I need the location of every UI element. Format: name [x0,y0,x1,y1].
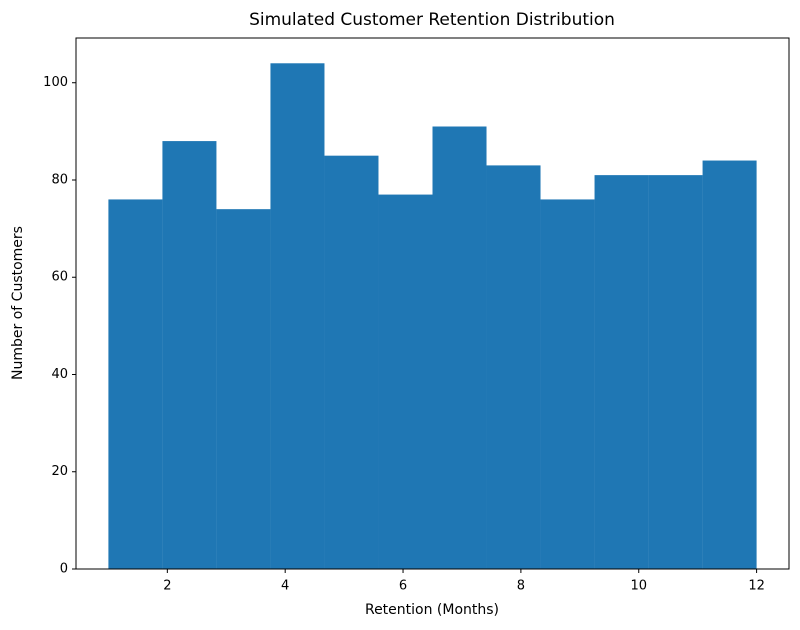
chart-title: Simulated Customer Retention Distributio… [249,10,615,30]
bar [648,175,703,569]
bar [486,165,541,569]
bar [216,209,271,569]
bar [324,155,379,569]
bar [378,194,433,570]
y-tick-label: 40 [51,367,68,382]
y-axis-label: Number of Customers [10,226,26,380]
x-tick-label: 6 [399,579,407,594]
bar [270,63,325,570]
y-tick-label: 60 [51,270,68,285]
bar [108,199,163,569]
x-tick-label: 4 [281,579,289,594]
x-tick-label: 10 [630,579,647,594]
y-tick-label: 0 [60,562,68,577]
bar [432,126,487,569]
y-tick-label: 100 [43,75,68,90]
x-axis-label: Retention (Months) [365,602,499,618]
x-tick-label: 2 [163,579,171,594]
x-tick-label: 8 [517,579,525,594]
bar [540,199,595,569]
bar [594,175,649,569]
bar [702,160,757,570]
plot-frame [75,37,790,570]
bar [162,141,217,570]
y-tick-label: 80 [51,172,68,187]
x-tick-label: 12 [748,579,765,594]
y-tick-label: 20 [51,464,68,479]
